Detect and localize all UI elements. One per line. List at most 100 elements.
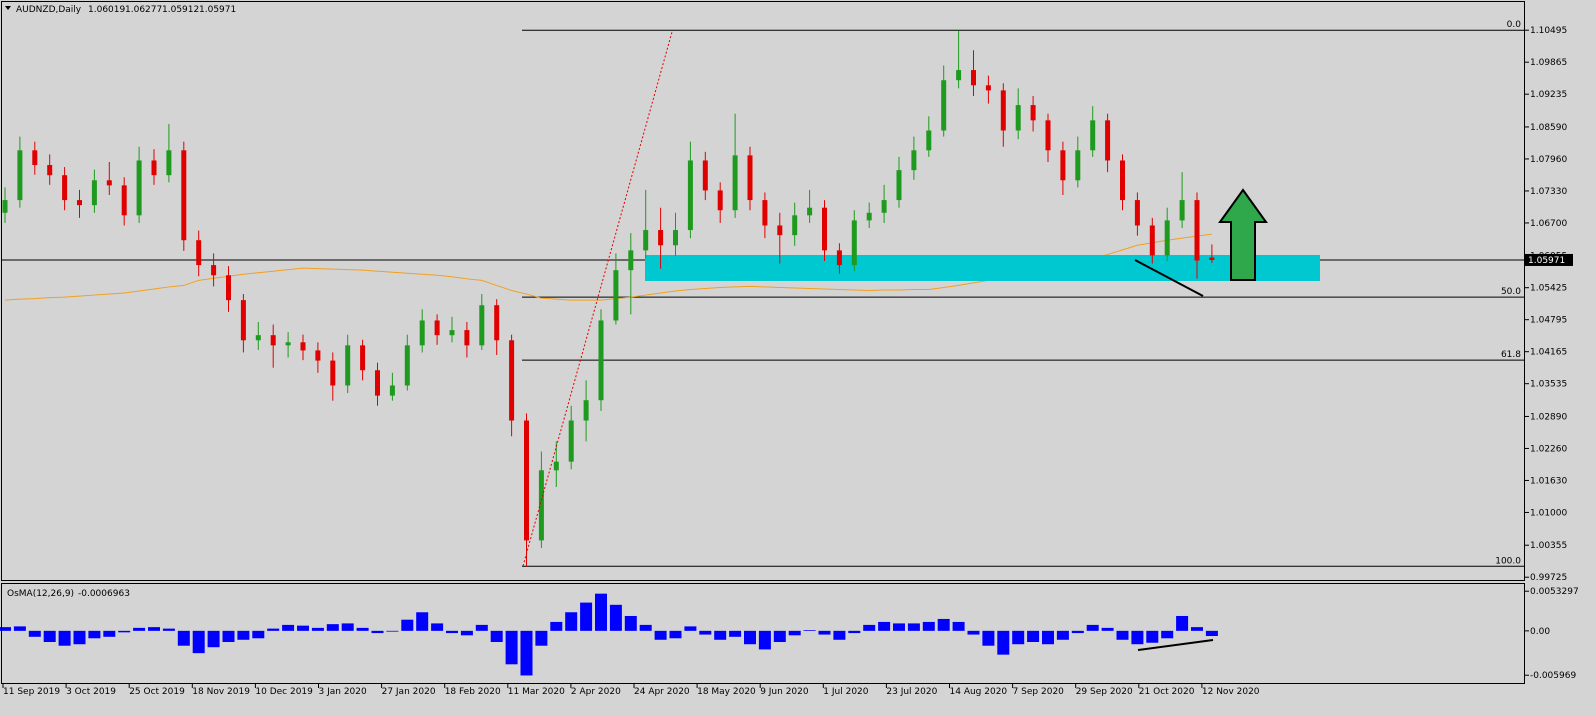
osma-bar	[535, 630, 548, 646]
x-tick-label: 11 Sep 2019	[3, 687, 60, 697]
candle-body	[494, 305, 500, 341]
price-box	[1525, 253, 1573, 266]
candle-body	[434, 320, 440, 336]
candle-body	[956, 70, 962, 81]
header-high: 1.06277	[125, 5, 162, 15]
osma-bar	[1042, 630, 1054, 645]
osma-bar	[43, 630, 56, 642]
osma-bar	[326, 624, 339, 631]
osma-bar	[1205, 630, 1218, 637]
candle-body	[836, 250, 842, 266]
osma-bar	[133, 627, 146, 631]
candle-body	[136, 160, 142, 216]
candle-body	[270, 335, 276, 346]
fib-label: 0.0	[1507, 20, 1522, 30]
osma-bar	[907, 623, 920, 631]
y-tick-label: 1.08590	[1530, 123, 1567, 133]
up-arrow	[1218, 188, 1268, 281]
candle-body	[285, 342, 291, 346]
candle-body	[971, 70, 976, 86]
candle-body	[449, 330, 455, 336]
osma-bar	[818, 630, 831, 635]
header-low: 1.05912	[162, 5, 199, 15]
osma-bar	[1191, 627, 1203, 631]
candle-body	[896, 170, 902, 201]
osma-bar	[192, 630, 205, 654]
osma-bar	[565, 612, 578, 631]
fib-label: 61.8	[1501, 350, 1521, 360]
x-tick-label: 9 Jun 2020	[760, 687, 809, 697]
osma-bar	[609, 604, 622, 631]
x-tick-label: 3 Oct 2019	[66, 687, 116, 697]
x-tick-label: 14 Aug 2020	[950, 687, 1008, 697]
candle-body	[926, 130, 932, 151]
candle-body	[2, 200, 8, 213]
osma-bar	[893, 623, 905, 631]
osma-bar	[446, 630, 458, 634]
fib-label: 100.0	[1495, 556, 1521, 566]
candle-body	[1149, 225, 1155, 256]
candle-body	[1030, 105, 1036, 121]
candle-body	[166, 150, 172, 176]
osma-bar	[952, 621, 965, 631]
osma-bar	[341, 623, 354, 631]
candle-body	[717, 190, 723, 211]
candle-body	[255, 335, 261, 341]
osma-bar	[1146, 630, 1159, 643]
price-label: 1.05971	[1528, 256, 1565, 266]
osma-bar	[922, 621, 935, 631]
candle-body	[315, 350, 321, 361]
osma-bar	[937, 618, 950, 631]
osma-bar	[297, 625, 309, 631]
candle-body	[151, 160, 157, 176]
candle-body	[762, 200, 768, 226]
candle-body	[47, 165, 53, 176]
candle-body	[106, 180, 112, 186]
osma-bar	[1027, 630, 1040, 642]
osma-bar	[1176, 615, 1189, 631]
osma-bar	[148, 627, 160, 631]
candle-body	[732, 155, 738, 211]
x-tick-label: 1 Jul 2020	[823, 687, 868, 697]
osma-bar	[729, 630, 742, 637]
y-tick-label: 1.03535	[1530, 380, 1567, 390]
osma-bar	[773, 630, 786, 642]
osma-bar	[1101, 627, 1114, 631]
osma-bar	[714, 630, 727, 640]
x-tick-label: 7 Sep 2020	[1013, 687, 1065, 697]
osma-bar	[311, 627, 324, 631]
layer	[0, 30, 1218, 676]
osma-bar	[0, 627, 11, 631]
candle-body	[822, 207, 827, 251]
y-tick-label: 1.01630	[1530, 476, 1567, 486]
trendline	[1134, 259, 1204, 297]
candle-body	[330, 360, 336, 386]
candle-body	[226, 275, 231, 301]
candle-body	[613, 270, 619, 321]
candle-body	[1015, 105, 1021, 131]
osma-bar	[505, 630, 518, 665]
candle-body	[464, 330, 470, 346]
osma-bar	[654, 630, 667, 640]
osma-bar	[982, 630, 995, 646]
osma-bar	[13, 626, 26, 631]
layer: 1.10495 1.09865 1.09235 1.08590 1.07960 1.073…	[2, 26, 1579, 697]
osma-bar	[490, 630, 503, 642]
osma-bar	[252, 630, 265, 639]
osma-bar	[237, 630, 250, 640]
fib-label: 50.0	[1501, 287, 1521, 297]
y-tick-label: 0.0053297	[1530, 587, 1579, 597]
candle-body	[1209, 257, 1215, 260]
candle-body	[1120, 160, 1125, 201]
candle-body	[538, 470, 544, 541]
x-tick-label: 21 Oct 2020	[1139, 687, 1195, 697]
osma-bar	[1071, 630, 1084, 634]
x-tick-label: 10 Dec 2019	[255, 687, 313, 697]
osma-bar	[967, 630, 980, 635]
candle-body	[628, 250, 634, 271]
y-tick-label: 1.04165	[1530, 348, 1567, 358]
y-tick-label: 1.07330	[1530, 187, 1567, 197]
candle-body	[91, 180, 97, 206]
osma-bar	[222, 630, 235, 642]
